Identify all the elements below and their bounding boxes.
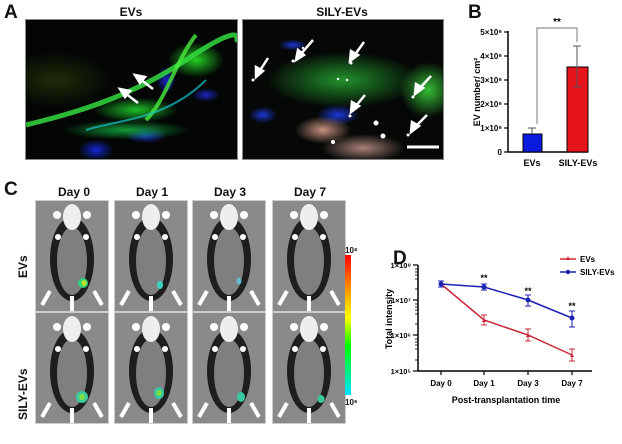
c-col-day1: Day 1 xyxy=(135,185,169,199)
d-ytick-1e6: 1×10⁶ xyxy=(391,331,411,340)
b-ytick-1: 1×10⁶ xyxy=(480,124,502,133)
panel-letter-d: D xyxy=(393,248,407,269)
panel-a-title-sily-evs: SILY-EVs xyxy=(316,5,368,19)
b-ytick-3: 3×10⁶ xyxy=(480,76,502,85)
mouse-image-sily-evs-day0 xyxy=(35,312,109,424)
d-xtick-day0: Day 0 xyxy=(430,379,452,388)
panel-letter-a: A xyxy=(4,2,18,23)
b-ytick-4: 4×10⁶ xyxy=(480,52,502,61)
d-legend-evs: EVs xyxy=(580,255,596,264)
d-sig-day7: ** xyxy=(568,301,576,311)
colorbar-min-label: 10⁶ xyxy=(345,398,358,407)
c-row-evs: EVs xyxy=(16,255,30,278)
c-col-day3: Day 3 xyxy=(213,185,247,199)
series-sily-evs xyxy=(438,280,575,328)
mouse-image-sily-evs-day7 xyxy=(272,312,346,424)
mouse-image-sily-evs-day3 xyxy=(192,312,266,424)
panel-a-title-evs: EVs xyxy=(119,5,143,19)
series-evs xyxy=(440,283,575,362)
bar-chart-ev-number: 0 1×10⁶ 2×10⁶ 3×10⁶ 4×10⁶ 5×10⁶ EV numbe… xyxy=(472,17,598,168)
d-xtick-day7: Day 7 xyxy=(561,379,583,388)
mouse-image-evs-day0 xyxy=(35,200,109,312)
b-xcat-evs: EVs xyxy=(523,158,540,168)
c-col-day0: Day 0 xyxy=(57,185,91,199)
mouse-image-evs-day1 xyxy=(114,200,188,312)
b-ytick-5: 5×10⁶ xyxy=(480,28,502,37)
intensity-colorbar xyxy=(345,255,351,395)
micrograph-evs xyxy=(25,19,238,160)
d-ytick-1e8: 1×10⁸ xyxy=(391,261,412,270)
b-ytick-2: 2×10⁶ xyxy=(480,100,502,109)
c-row-sily-evs: SILY-EVs xyxy=(16,368,30,420)
mouse-image-evs-day7 xyxy=(272,200,346,312)
b-ylabel: EV number/ cm² xyxy=(472,58,482,127)
line-chart-total-intensity: 1×10⁸ 1×10⁷ 1×10⁶ 1×10⁵ Total intensity … xyxy=(384,255,615,405)
d-ytick-1e7: 1×10⁷ xyxy=(391,296,411,305)
panel-letter-b: B xyxy=(468,2,482,23)
d-xtick-day3: Day 3 xyxy=(517,379,539,388)
colorbar-max-label: 10⁸ xyxy=(345,246,358,255)
d-ylabel: Total intensity xyxy=(384,289,394,349)
mouse-image-evs-day3 xyxy=(192,200,266,312)
d-legend: EVs SILY-EVs xyxy=(560,255,615,277)
d-xlabel: Post-transplantation time xyxy=(452,395,561,405)
d-ytick-1e5: 1×10⁵ xyxy=(391,367,412,376)
b-ytick-0: 0 xyxy=(498,148,503,157)
b-significance: ** xyxy=(553,17,561,28)
mouse-image-sily-evs-day1 xyxy=(114,312,188,424)
micrograph-sily-evs xyxy=(242,19,444,160)
d-sig-day3: ** xyxy=(524,286,532,296)
d-sig-day1: ** xyxy=(480,273,488,283)
bar-evs xyxy=(522,133,543,153)
d-legend-sily-evs: SILY-EVs xyxy=(580,268,615,277)
panel-letter-c: C xyxy=(4,179,18,200)
d-xtick-day1: Day 1 xyxy=(473,379,495,388)
b-xcat-sily-evs: SILY-EVs xyxy=(559,158,598,168)
c-col-day7: Day 7 xyxy=(293,185,327,199)
